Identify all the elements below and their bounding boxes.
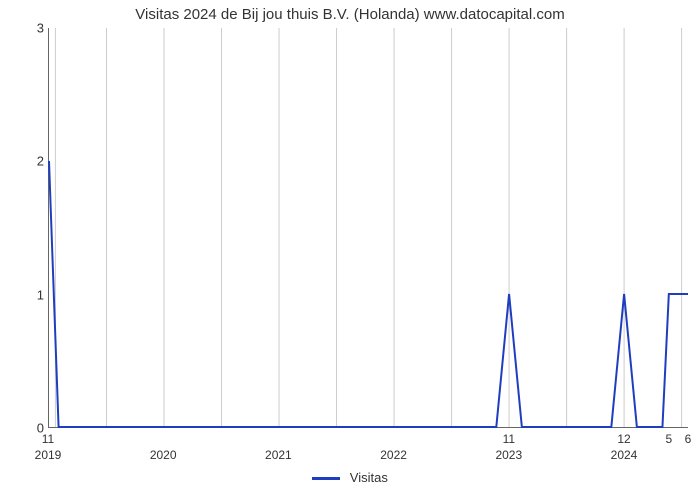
plot-area [48,28,688,428]
x-tick-label: 2023 [495,448,522,462]
count-label: 11 [42,432,54,446]
x-tick-label: 2022 [380,448,407,462]
y-tick-label: 2 [37,154,44,169]
legend-swatch [312,477,340,480]
y-tick-label: 3 [37,21,44,36]
legend: Visitas [0,470,700,485]
y-tick-label: 1 [37,287,44,302]
chart-container: Visitas 2024 de Bij jou thuis B.V. (Hola… [0,0,700,500]
chart-title: Visitas 2024 de Bij jou thuis B.V. (Hola… [0,6,700,23]
count-label: 12 [617,432,630,446]
line-series [49,28,688,427]
x-tick-label: 2021 [265,448,292,462]
x-tick-label: 2024 [611,448,638,462]
count-label: 11 [503,432,515,446]
count-label: 5 [665,432,672,446]
x-tick-label: 2020 [150,448,177,462]
count-label: 6 [685,432,692,446]
legend-label: Visitas [350,470,388,485]
x-tick-label: 2019 [35,448,62,462]
